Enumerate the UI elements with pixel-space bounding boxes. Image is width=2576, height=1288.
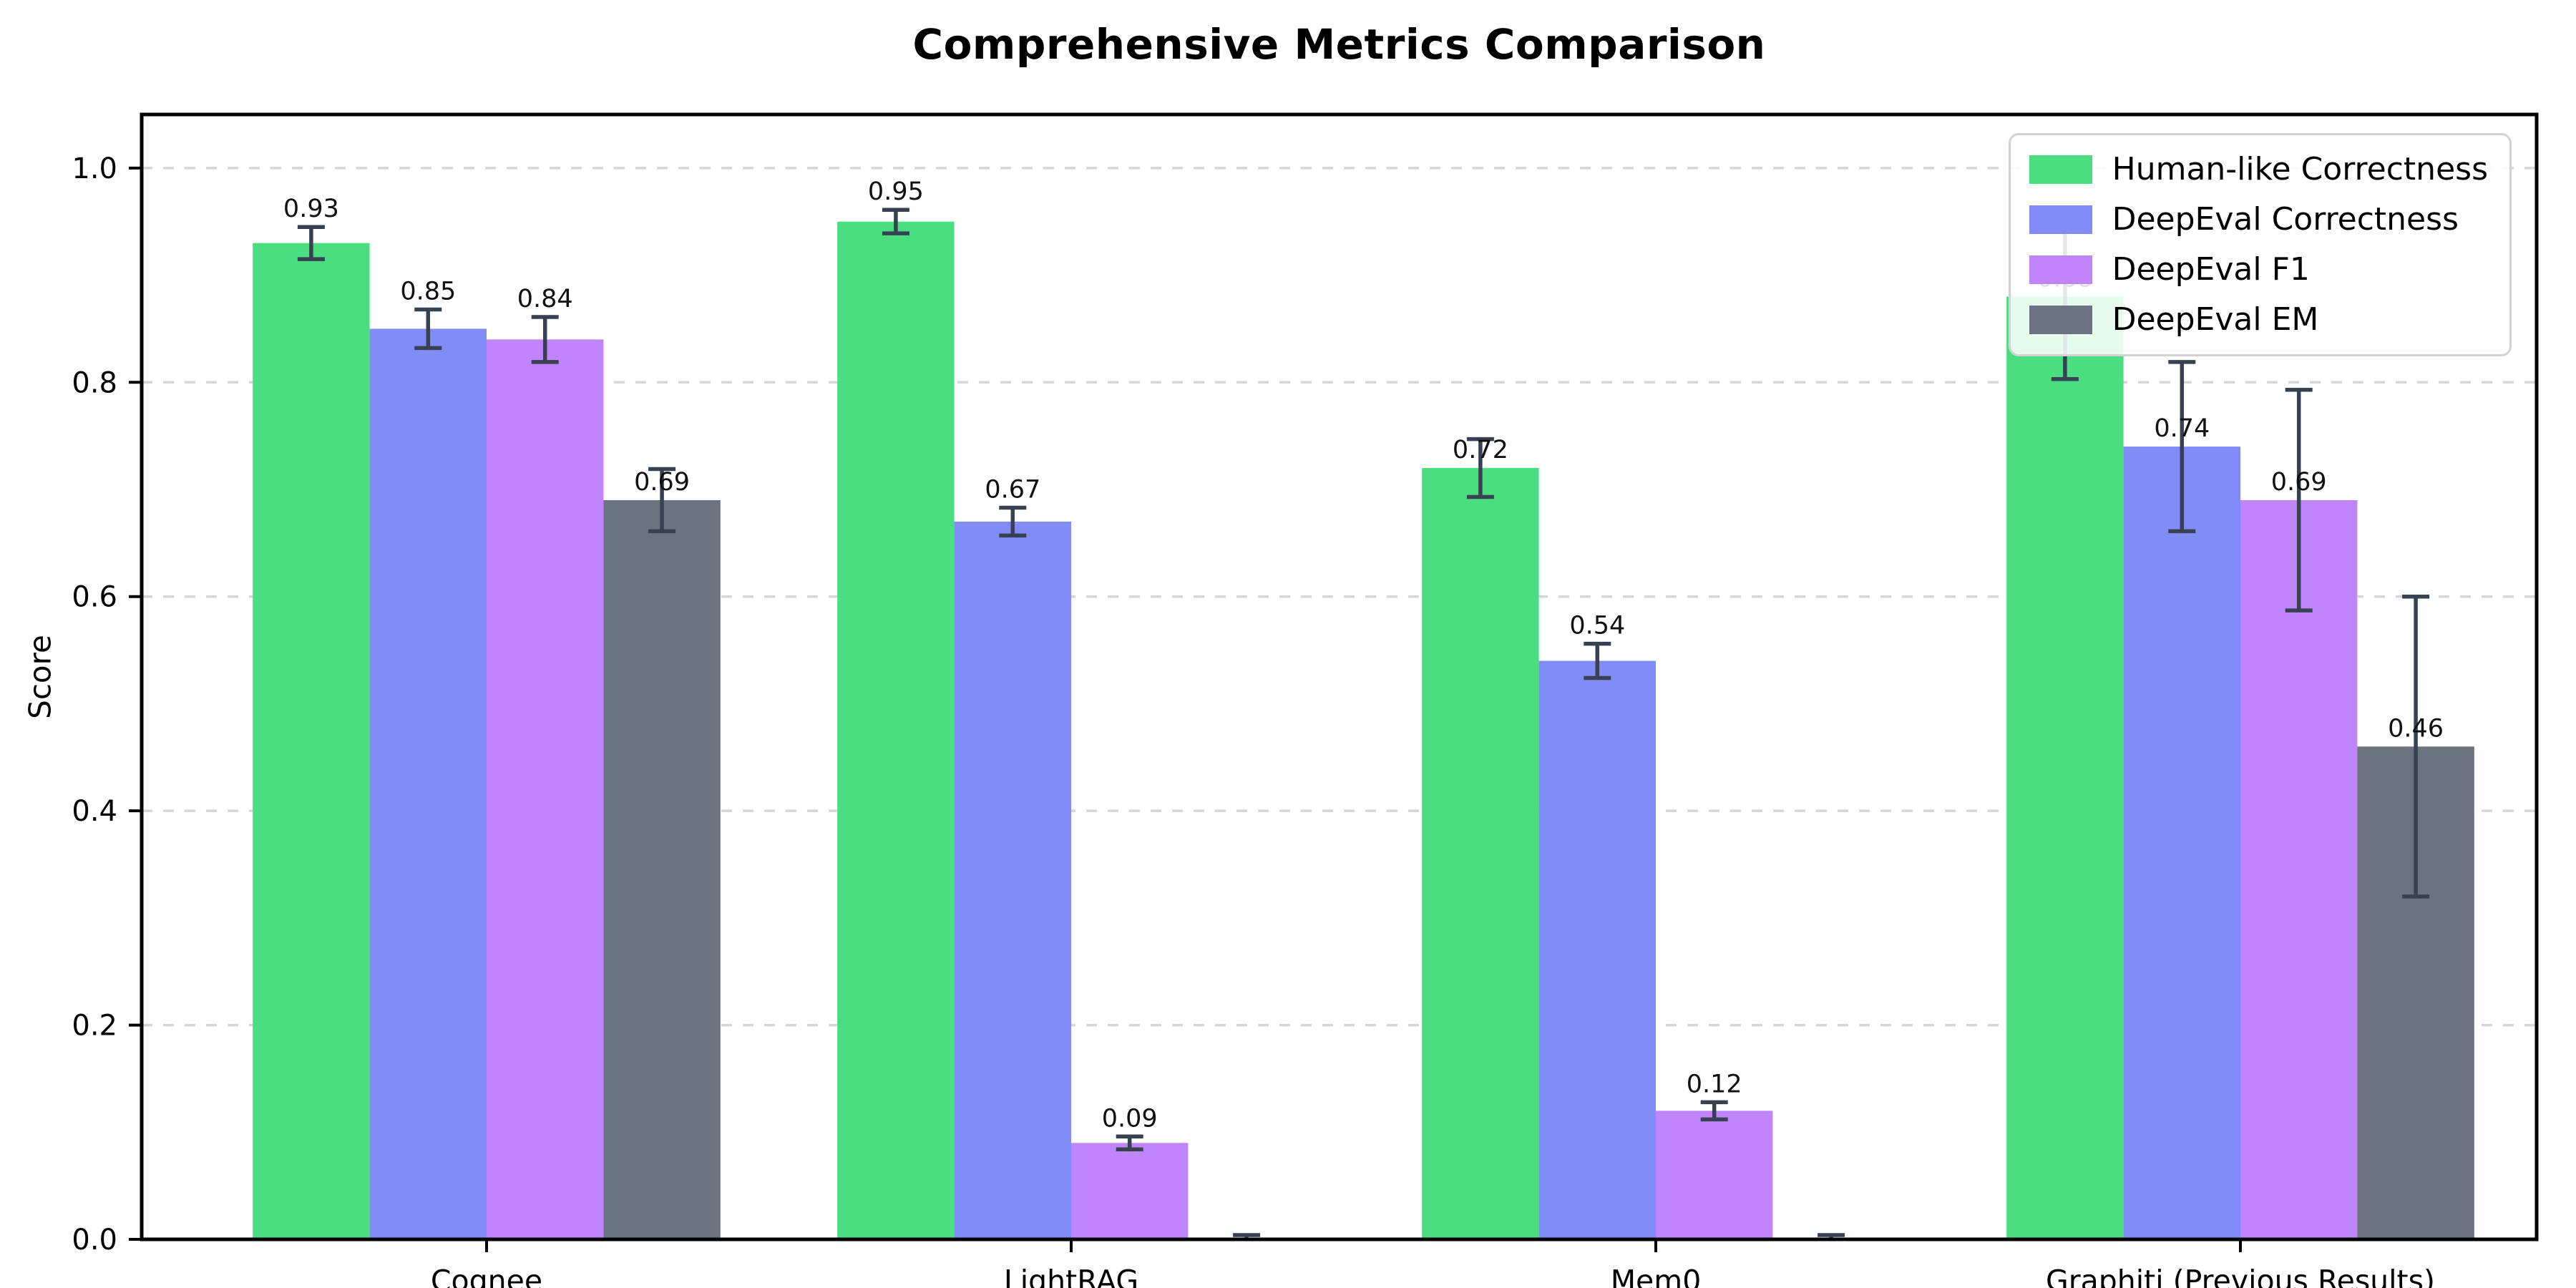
bar-2-4 — [2123, 447, 2240, 1239]
legend: Human-like Correctness DeepEval Correctn… — [2008, 133, 2512, 356]
bar-2-1 — [369, 328, 487, 1239]
y-tick-label: 0.4 — [72, 795, 117, 828]
bar-1-2 — [837, 221, 955, 1239]
x-tick-label: Graphiti (Previous Results) — [2046, 1264, 2435, 1288]
bar-value-label: 0.69 — [2271, 468, 2327, 497]
bar-4-1 — [603, 499, 721, 1239]
bar-value-label: 0.95 — [868, 177, 924, 206]
bar-3-1 — [487, 339, 604, 1239]
legend-item-human-like-correctness: Human-like Correctness — [2029, 150, 2488, 190]
bar-3-3 — [1656, 1111, 1773, 1239]
y-tick-label: 0.6 — [72, 581, 117, 614]
bar-value-label: 0.85 — [400, 277, 456, 306]
chart-title: Comprehensive Metrics Comparison — [912, 20, 1766, 69]
bar-value-label: 0.12 — [1687, 1070, 1742, 1098]
legend-label: DeepEval Correctness — [2112, 201, 2459, 238]
bar-value-label: 0.67 — [985, 475, 1040, 504]
legend-label: DeepEval EM — [2112, 301, 2319, 338]
bar-value-label: 0.74 — [2154, 414, 2210, 443]
y-tick-label: 0.8 — [72, 366, 117, 399]
x-tick-label: Cognee — [431, 1264, 542, 1288]
legend-swatch-deepeval-correctness — [2029, 205, 2092, 234]
legend-label: DeepEval F1 — [2112, 251, 2310, 288]
bar-value-label: 0.69 — [634, 468, 690, 497]
legend-swatch-deepeval-em — [2029, 306, 2092, 334]
legend-swatch-human-like-correctness — [2029, 155, 2092, 184]
legend-label: Human-like Correctness — [2112, 151, 2488, 187]
legend-item-deepeval-correctness: DeepEval Correctness — [2029, 200, 2488, 240]
bar-value-label: 0.54 — [1569, 612, 1625, 640]
axes-frame — [140, 112, 2539, 1241]
x-tick-label: Mem0 — [1611, 1264, 1702, 1288]
x-tick-label: LightRAG — [1004, 1264, 1138, 1288]
legend-swatch-deepeval-f1 — [2029, 255, 2092, 284]
bar-3-2 — [1071, 1143, 1189, 1239]
y-tick-label: 0.0 — [72, 1224, 117, 1257]
bar-1-1 — [253, 243, 370, 1240]
legend-item-deepeval-f1: DeepEval F1 — [2029, 250, 2488, 290]
bar-value-label: 0.46 — [2388, 714, 2444, 743]
bar-1-3 — [1422, 468, 1539, 1239]
bar-1-4 — [2006, 296, 2124, 1239]
bar-value-label: 0.72 — [1453, 436, 1508, 464]
y-tick-label: 1.0 — [72, 152, 117, 185]
y-tick-label: 0.2 — [72, 1010, 117, 1043]
bar-value-label: 0.84 — [517, 285, 573, 313]
bar-value-label: 0.93 — [283, 195, 339, 223]
bar-value-label: 0.09 — [1102, 1104, 1158, 1133]
legend-item-deepeval-em: DeepEval EM — [2029, 300, 2488, 340]
bar-2-2 — [954, 521, 1071, 1239]
bar-2-3 — [1538, 660, 1656, 1239]
bar-3-4 — [2240, 499, 2358, 1239]
